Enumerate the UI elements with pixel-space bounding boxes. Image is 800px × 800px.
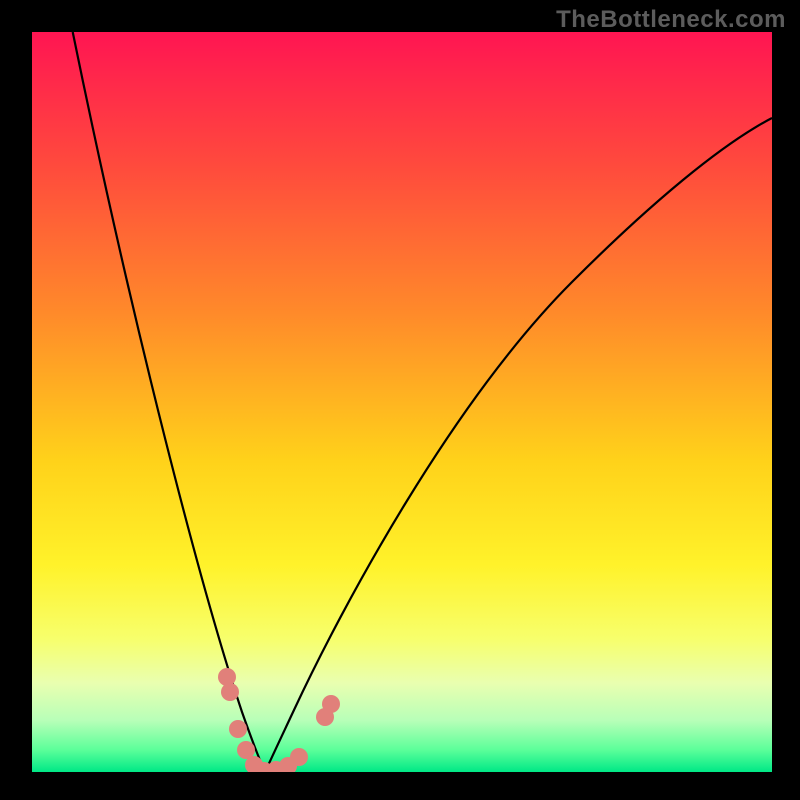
plot-area [32,32,772,772]
dots-layer [32,32,772,772]
curve-marker [290,748,308,766]
chart-frame: TheBottleneck.com [0,0,800,800]
watermark-text: TheBottleneck.com [556,6,786,34]
curve-marker [221,683,239,701]
curve-marker [322,695,340,713]
curve-marker [229,720,247,738]
